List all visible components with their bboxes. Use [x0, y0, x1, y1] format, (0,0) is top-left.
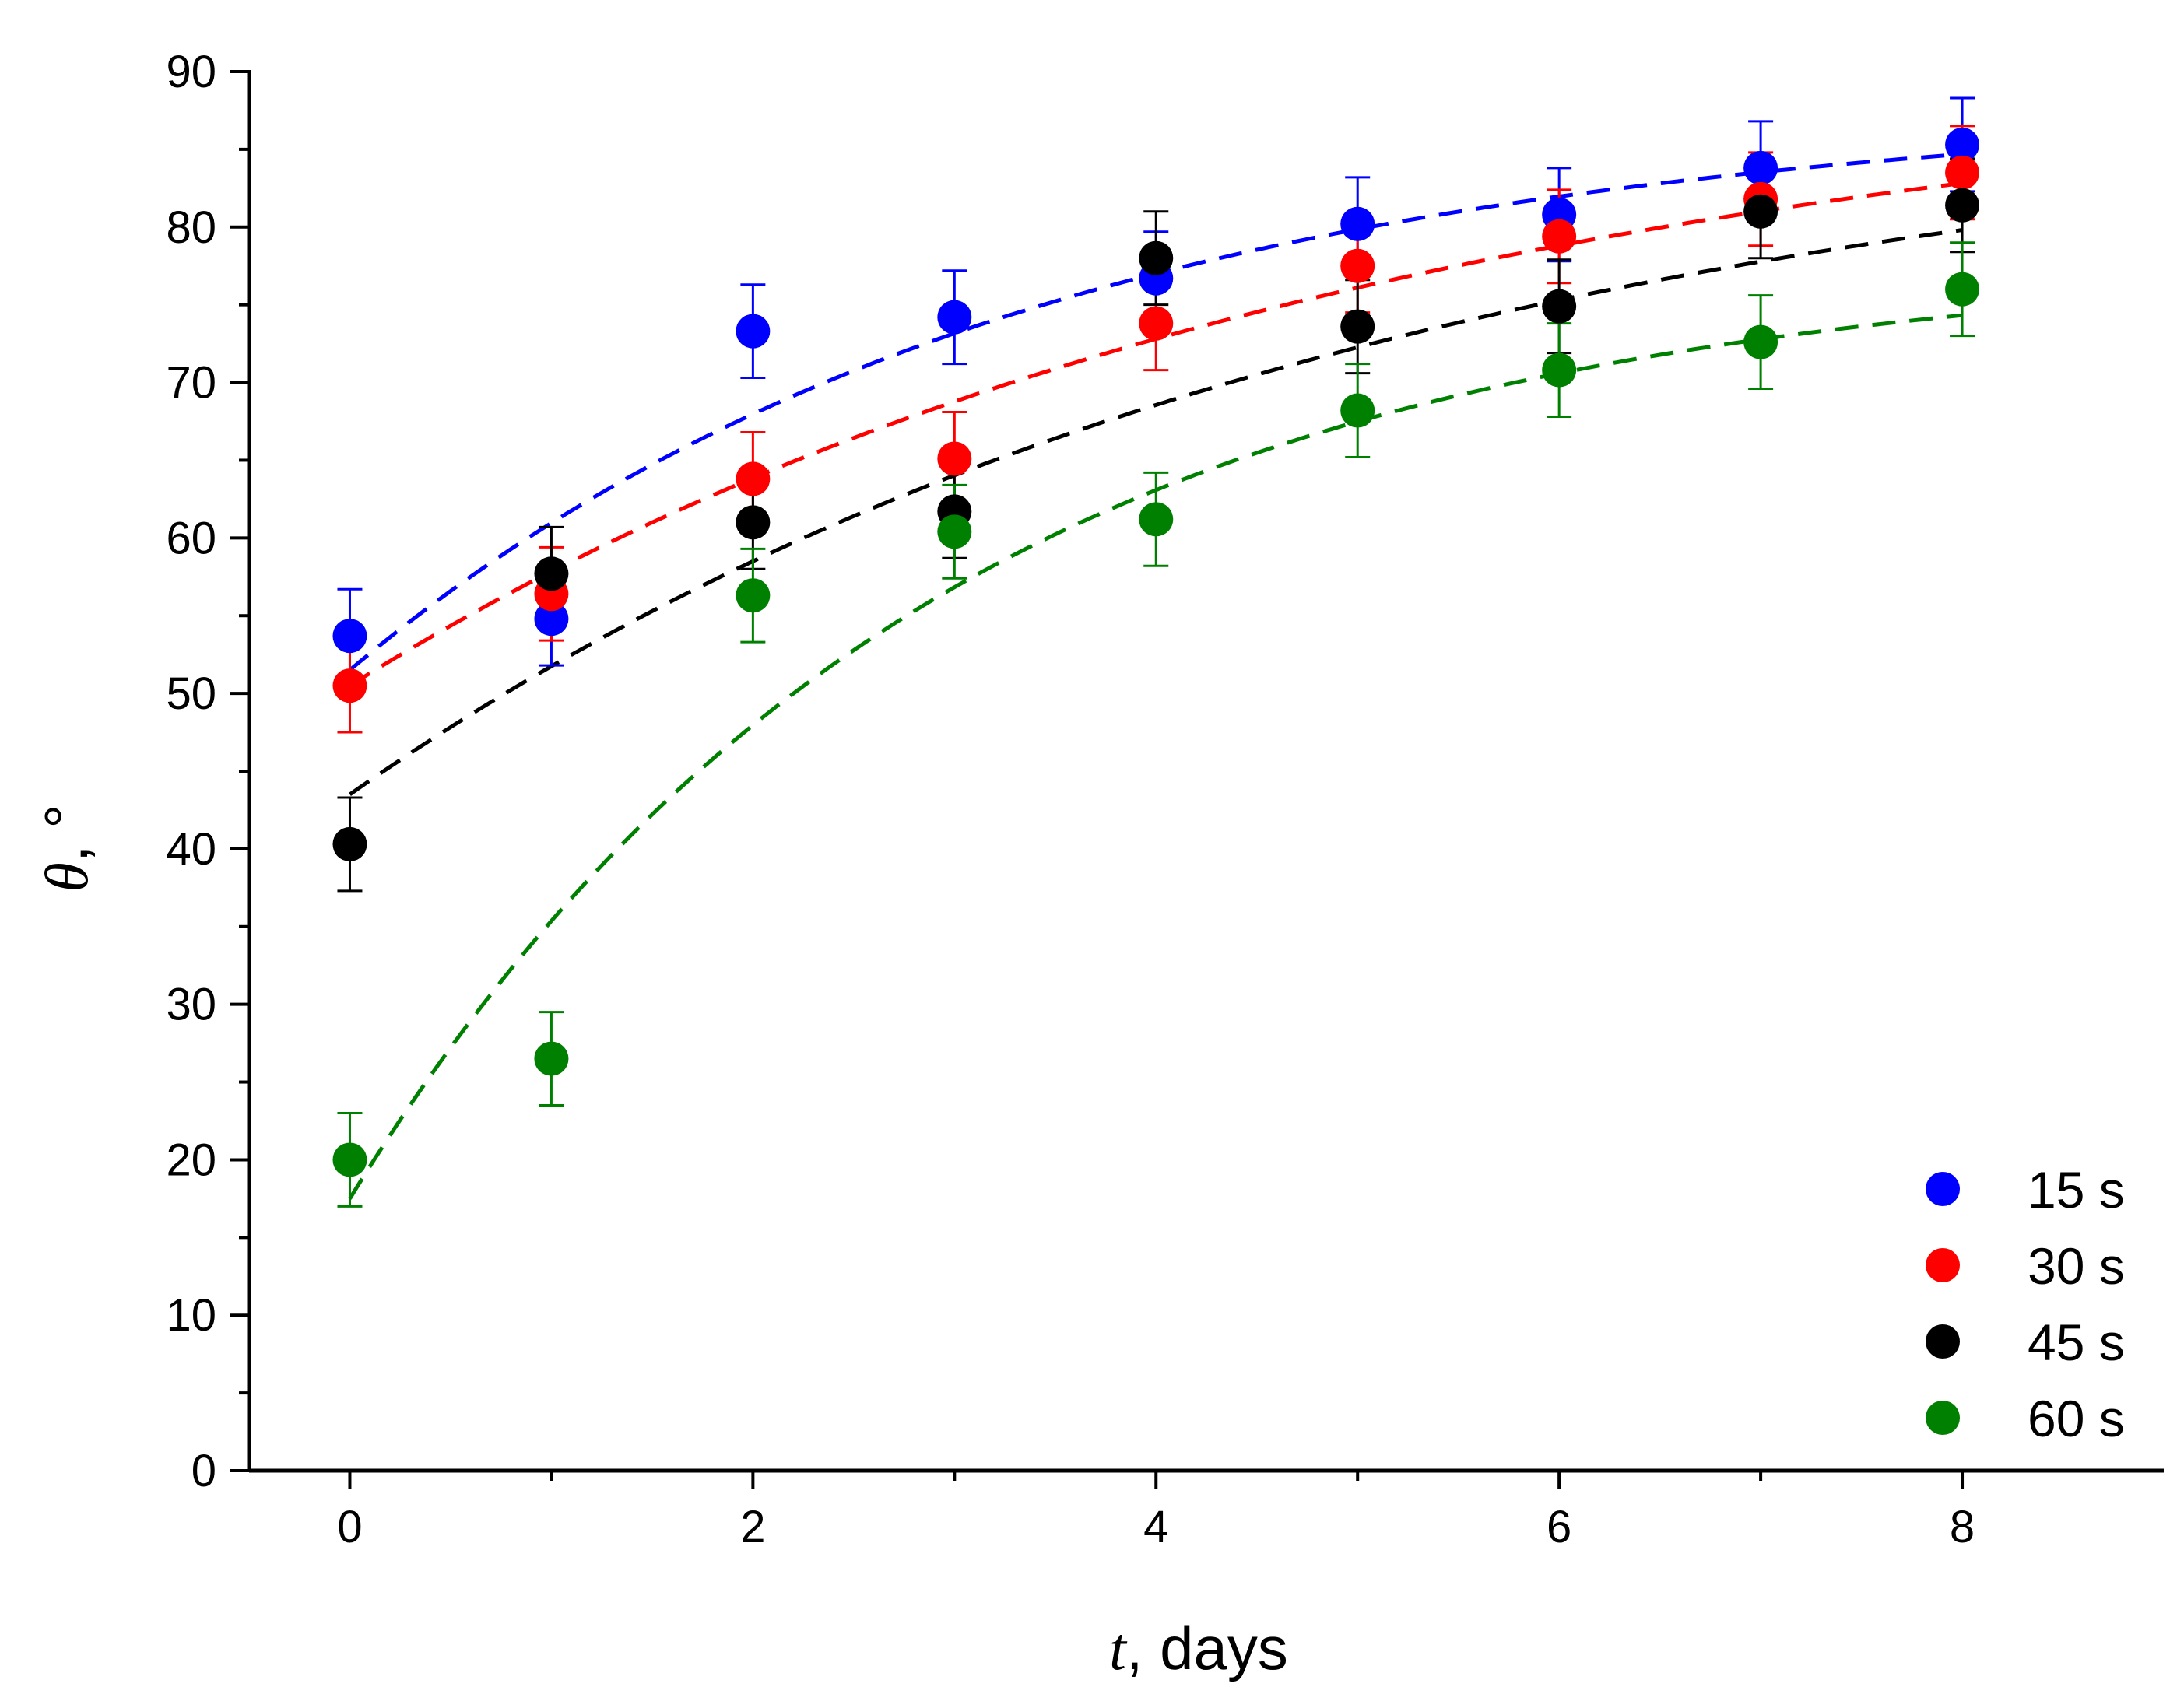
- y-tick-label: 90: [166, 47, 216, 97]
- axis-ticks: [230, 70, 1965, 1489]
- x-axis-symbol: t: [1109, 1615, 1128, 1682]
- y-tick-label: 10: [166, 1290, 216, 1341]
- data-point: [937, 300, 972, 335]
- data-point: [1945, 188, 1980, 223]
- legend-label: 15 s: [2028, 1161, 2125, 1219]
- data-point: [534, 601, 569, 637]
- data-point: [1139, 240, 1174, 275]
- data-point: [1139, 306, 1174, 341]
- y-axis-unit: , °: [32, 805, 100, 863]
- y-tick-label: 70: [166, 358, 216, 409]
- data-point: [332, 826, 367, 861]
- data-point: [1945, 127, 1980, 162]
- y-axis-symbol: θ: [33, 862, 100, 892]
- fit-curve-45s: [349, 228, 1963, 797]
- legend-marker: [1926, 1401, 1960, 1435]
- x-tick-label: 0: [337, 1502, 362, 1552]
- data-point: [1542, 352, 1577, 388]
- data-point: [1340, 393, 1375, 428]
- legend-label: 60 s: [2028, 1390, 2125, 1447]
- data-point: [1945, 155, 1980, 190]
- data-points: [332, 127, 1980, 1177]
- x-axis-unit: , days: [1126, 1614, 1288, 1682]
- legend: 15 s 30 s 45 s 60 s: [1926, 1161, 2125, 1447]
- x-tick-label: 4: [1143, 1502, 1168, 1552]
- data-point: [1340, 309, 1375, 344]
- legend-marker: [1926, 1172, 1960, 1206]
- legend-marker: [1926, 1324, 1960, 1359]
- x-tick-label: 6: [1547, 1502, 1571, 1552]
- data-point: [937, 514, 972, 549]
- x-tick-label: 8: [1950, 1502, 1975, 1552]
- y-tick-label: 30: [166, 980, 216, 1030]
- data-point: [736, 505, 771, 540]
- data-point: [332, 1142, 367, 1177]
- legend-label: 30 s: [2028, 1237, 2125, 1295]
- data-point: [736, 578, 771, 613]
- tick-labels: 0 10 20 30 40 50 60 70 80 90 0 2 4 6 8: [166, 47, 1975, 1552]
- data-point: [332, 668, 367, 703]
- data-point: [937, 441, 972, 476]
- data-point: [1139, 502, 1174, 537]
- data-point: [534, 556, 569, 591]
- data-point: [1743, 150, 1778, 185]
- data-point: [1542, 219, 1577, 254]
- y-tick-label: 60: [166, 513, 216, 563]
- data-point: [1340, 248, 1375, 283]
- y-tick-label: 50: [166, 668, 216, 719]
- fit-curve-60s: [348, 313, 1963, 1200]
- data-point: [1743, 324, 1778, 359]
- y-tick-label: 40: [166, 824, 216, 875]
- y-tick-label: 80: [166, 202, 216, 253]
- y-tick-label: 20: [166, 1135, 216, 1185]
- x-tick-label: 2: [740, 1502, 765, 1552]
- data-point: [534, 1041, 569, 1076]
- data-point: [736, 461, 771, 496]
- legend-label: 45 s: [2028, 1313, 2125, 1371]
- data-point: [1340, 206, 1375, 241]
- data-point: [1542, 289, 1577, 324]
- y-tick-label: 0: [191, 1446, 216, 1496]
- data-point: [332, 619, 367, 654]
- legend-marker: [1926, 1248, 1960, 1282]
- data-point: [736, 314, 771, 349]
- x-axis-title: t, days: [1109, 1614, 1288, 1682]
- axes: [247, 70, 2164, 1473]
- data-point: [1945, 272, 1980, 307]
- data-point: [1743, 194, 1778, 229]
- y-axis-title: θ, °: [32, 805, 100, 893]
